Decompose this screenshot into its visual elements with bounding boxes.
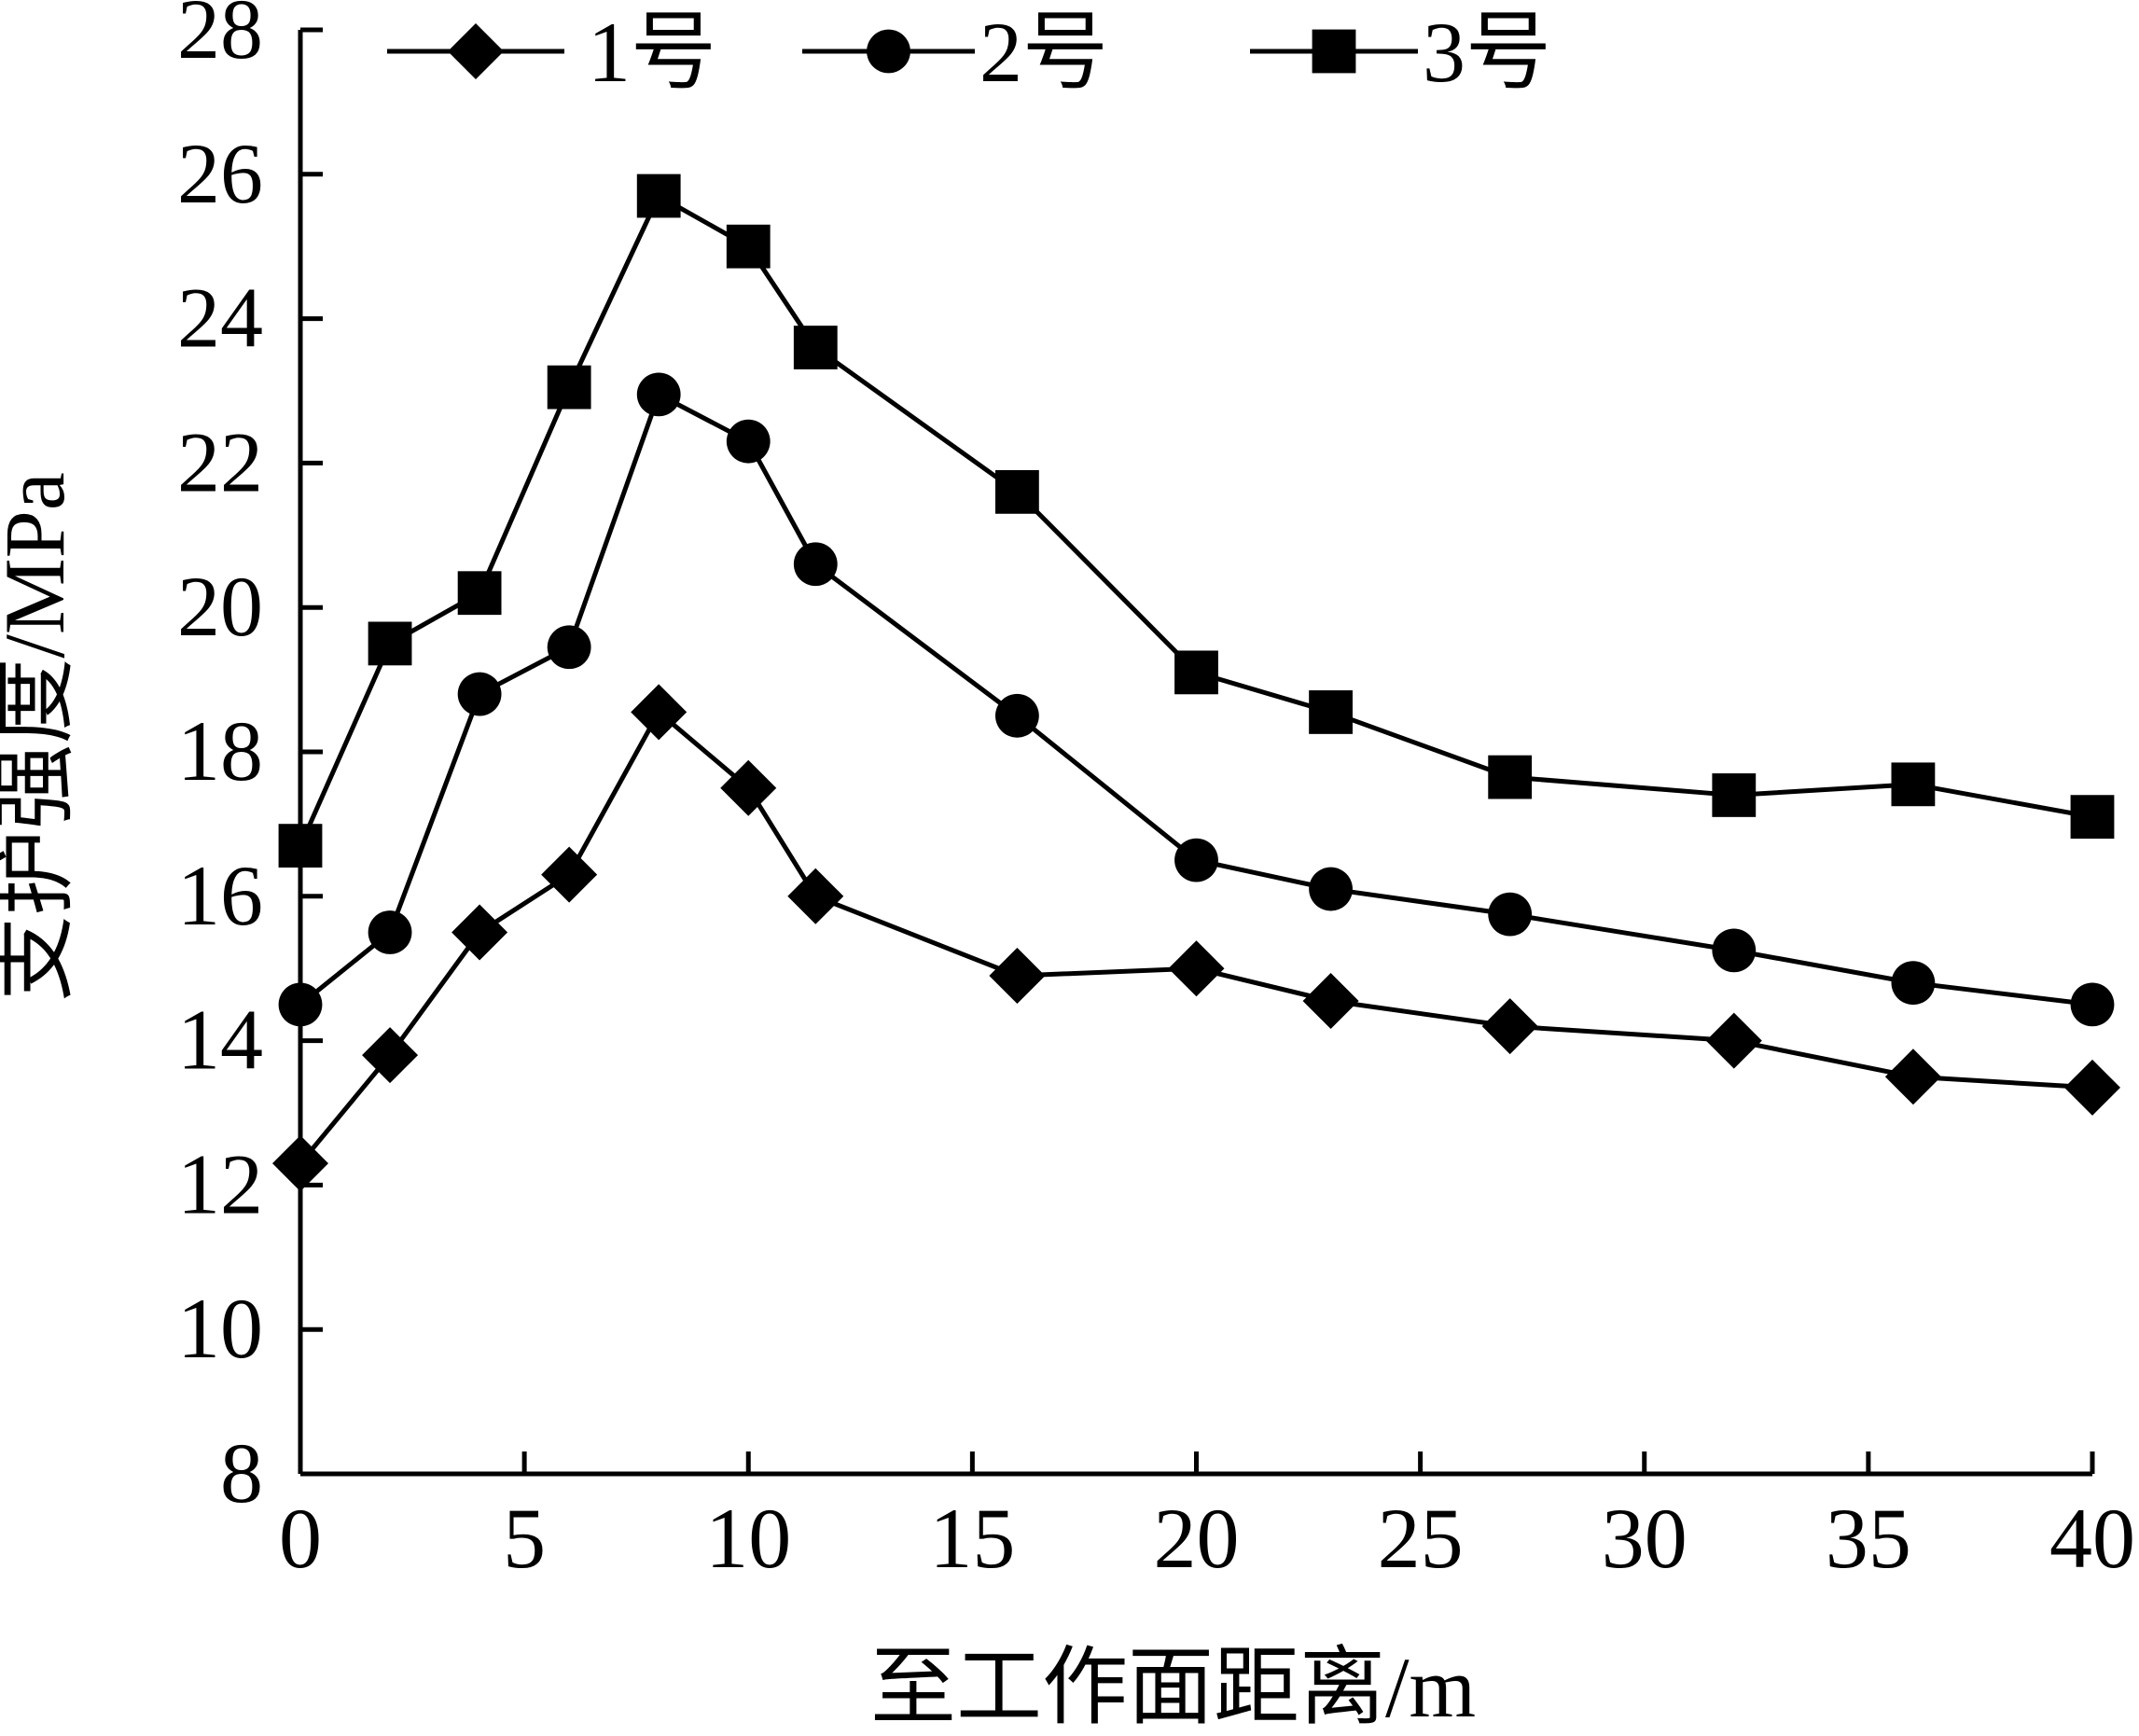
legend-label: 1号	[588, 5, 716, 100]
data-point	[362, 1027, 419, 1084]
y-tick-label: 18	[177, 703, 263, 799]
y-tick-label: 20	[177, 559, 263, 654]
x-tick-label: 40	[2049, 1491, 2135, 1586]
data-point	[720, 759, 777, 816]
data-point	[1488, 892, 1533, 937]
y-tick-label: 8	[220, 1425, 263, 1521]
data-point	[368, 621, 412, 666]
data-point	[1309, 690, 1353, 734]
axes	[298, 30, 2092, 1477]
legend-marker	[448, 23, 504, 79]
y-tick-label: 24	[177, 271, 263, 366]
data-point	[726, 419, 771, 464]
y-tick-label: 14	[177, 993, 263, 1088]
x-axis-title: 至工作面距离/m	[870, 1640, 1476, 1735]
y-tick-label: 26	[177, 126, 263, 221]
legend-item-3: 3号	[1250, 5, 1551, 100]
x-tick-label: 10	[705, 1491, 791, 1586]
data-point	[1884, 1049, 1941, 1105]
y-axis-ticks: 8 10 12 14 16 18 20 22 24 26 28	[177, 0, 323, 1521]
y-tick-label: 10	[177, 1281, 263, 1376]
data-point	[995, 693, 1039, 738]
series-line	[299, 392, 2093, 1007]
x-tick-label: 15	[929, 1491, 1015, 1586]
data-point	[547, 365, 591, 410]
data-point	[1891, 961, 1936, 1006]
data-point	[636, 372, 681, 417]
y-tick-label: 22	[177, 414, 263, 509]
data-point	[278, 824, 323, 868]
data-point	[1174, 650, 1218, 695]
x-tick-label: 5	[503, 1491, 546, 1586]
data-point	[457, 571, 502, 616]
data-point	[787, 868, 844, 924]
data-point	[726, 224, 771, 269]
data-point	[1705, 1012, 1762, 1069]
legend-label: 3号	[1423, 5, 1551, 100]
y-tick-label: 12	[177, 1136, 263, 1231]
series-layer	[272, 174, 2120, 1192]
data-point	[1712, 773, 1757, 817]
x-axis-ticks: 0 5 10 15 20 25 30 35 40	[279, 1451, 2135, 1586]
series-1	[272, 684, 2120, 1192]
data-point	[457, 672, 502, 716]
legend-item-2: 2号	[802, 5, 1108, 100]
data-point	[368, 910, 412, 954]
data-point	[793, 326, 838, 369]
data-point	[451, 904, 508, 961]
data-point	[995, 469, 1039, 514]
data-point	[547, 625, 591, 670]
y-tick-label: 16	[177, 848, 263, 943]
data-point	[793, 542, 838, 587]
data-point	[1481, 998, 1538, 1055]
legend-item-1: 1号	[387, 5, 716, 100]
data-point	[1309, 867, 1353, 911]
data-point	[1168, 940, 1225, 997]
legend-marker	[1312, 29, 1356, 74]
legend-marker	[867, 29, 910, 74]
data-point	[1712, 928, 1757, 973]
data-point	[278, 982, 323, 1027]
series-2	[278, 372, 2115, 1027]
data-point	[2064, 1059, 2120, 1116]
x-tick-label: 20	[1154, 1491, 1240, 1586]
data-point	[2070, 795, 2115, 840]
data-point	[1174, 838, 1218, 882]
series-line	[298, 193, 2093, 847]
data-point	[272, 1135, 328, 1192]
data-point	[2070, 982, 2115, 1027]
data-point	[541, 846, 598, 903]
legend-label: 2号	[979, 5, 1108, 100]
y-tick-label: 28	[177, 0, 263, 76]
x-tick-label: 0	[279, 1491, 322, 1586]
data-point	[636, 174, 681, 218]
data-point	[631, 684, 688, 741]
data-point	[1488, 755, 1533, 799]
data-point	[1302, 973, 1359, 1030]
legend: 1号 2号 3号	[387, 5, 1551, 100]
data-point	[989, 947, 1046, 1004]
y-axis-title: 支护强度/MPa	[0, 472, 82, 1001]
series-line	[299, 709, 2093, 1165]
x-tick-label: 25	[1378, 1491, 1464, 1586]
data-point	[1891, 762, 1936, 807]
x-tick-label: 35	[1826, 1491, 1911, 1586]
x-tick-label: 30	[1602, 1491, 1688, 1586]
series-3	[278, 174, 2115, 868]
